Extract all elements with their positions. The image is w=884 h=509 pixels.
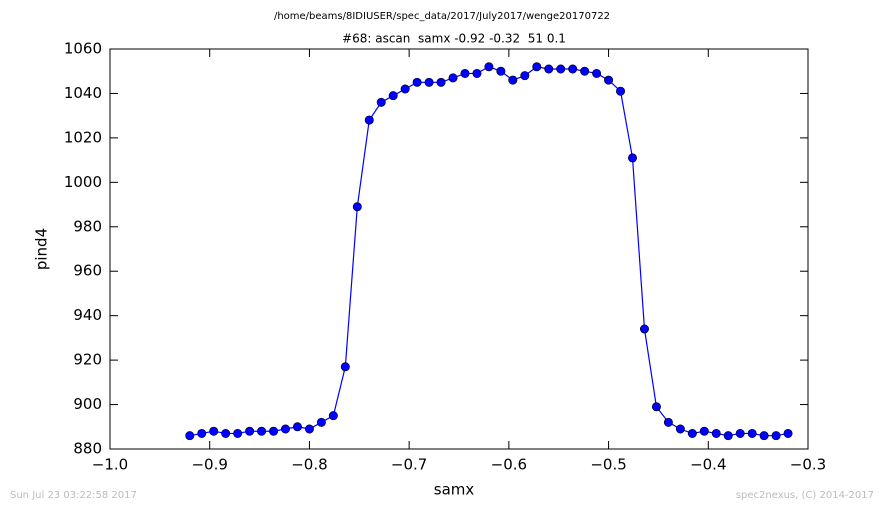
data-point — [544, 64, 554, 74]
x-axis-label: samx — [434, 481, 475, 499]
data-point — [556, 64, 566, 74]
data-point — [699, 426, 709, 436]
data-point — [484, 62, 494, 72]
y-tick-label: 980 — [73, 217, 102, 235]
data-point — [197, 428, 207, 438]
data-point — [735, 428, 745, 438]
data-point — [616, 86, 626, 96]
footer-right: spec2nexus, (C) 2014-2017 — [736, 490, 874, 501]
footer-left: Sun Jul 23 03:22:58 2017 — [10, 490, 137, 501]
y-tick-label: 1020 — [64, 128, 102, 146]
data-point — [472, 68, 482, 78]
data-point — [460, 68, 470, 78]
x-tick-label: −1.0 — [92, 456, 128, 474]
data-point — [269, 426, 279, 436]
data-point — [496, 66, 506, 76]
data-point — [376, 97, 386, 107]
data-point — [663, 417, 673, 427]
data-point — [280, 424, 290, 434]
data-point — [592, 68, 602, 78]
y-axis-label: pind4 — [33, 228, 51, 270]
data-point — [257, 426, 267, 436]
data-point — [304, 424, 314, 434]
x-tick-label: −0.4 — [690, 456, 726, 474]
data-point — [639, 324, 649, 334]
data-point — [508, 75, 518, 85]
data-point — [364, 115, 374, 125]
data-point — [245, 426, 255, 436]
data-point — [436, 77, 446, 87]
data-point — [651, 402, 661, 412]
chart-title: #68: ascan samx -0.92 -0.32 51 0.1 — [342, 32, 566, 46]
data-point — [628, 153, 638, 163]
data-point — [352, 202, 362, 212]
x-tick-label: −0.9 — [191, 456, 227, 474]
data-point — [723, 431, 733, 441]
data-point — [580, 66, 590, 76]
suptitle: /home/beams/8IDIUSER/spec_data/2017/July… — [274, 11, 610, 22]
y-tick-label: 920 — [73, 351, 102, 369]
data-point — [221, 428, 231, 438]
data-point — [388, 91, 398, 101]
data-point — [400, 84, 410, 94]
data-point — [233, 428, 243, 438]
data-point — [771, 431, 781, 441]
data-point — [532, 62, 542, 72]
data-point — [448, 73, 458, 83]
data-point — [711, 428, 721, 438]
x-tick-label: −0.5 — [590, 456, 626, 474]
x-tick-label: −0.7 — [391, 456, 427, 474]
data-point — [520, 71, 530, 81]
x-tick-label: −0.6 — [491, 456, 527, 474]
plot-frame — [109, 48, 809, 450]
data-point — [568, 64, 578, 74]
data-point — [185, 431, 195, 441]
data-point — [328, 411, 338, 421]
data-point — [316, 417, 326, 427]
y-tick-label: 1040 — [64, 84, 102, 102]
y-tick-label: 960 — [73, 262, 102, 280]
data-point — [292, 422, 302, 432]
data-point — [675, 424, 685, 434]
y-tick-label: 900 — [73, 395, 102, 413]
y-tick-label: 880 — [73, 440, 102, 458]
data-point — [340, 362, 350, 372]
x-tick-label: −0.8 — [291, 456, 327, 474]
y-tick-label: 1000 — [64, 173, 102, 191]
data-point — [412, 77, 422, 87]
data-point — [687, 428, 697, 438]
data-point — [783, 428, 793, 438]
data-point — [759, 431, 769, 441]
y-tick-label: 940 — [73, 306, 102, 324]
data-point — [747, 428, 757, 438]
y-tick-label: 1060 — [64, 40, 102, 58]
data-point — [604, 75, 614, 85]
x-tick-label: −0.3 — [790, 456, 826, 474]
data-point — [209, 426, 219, 436]
data-point — [424, 77, 434, 87]
